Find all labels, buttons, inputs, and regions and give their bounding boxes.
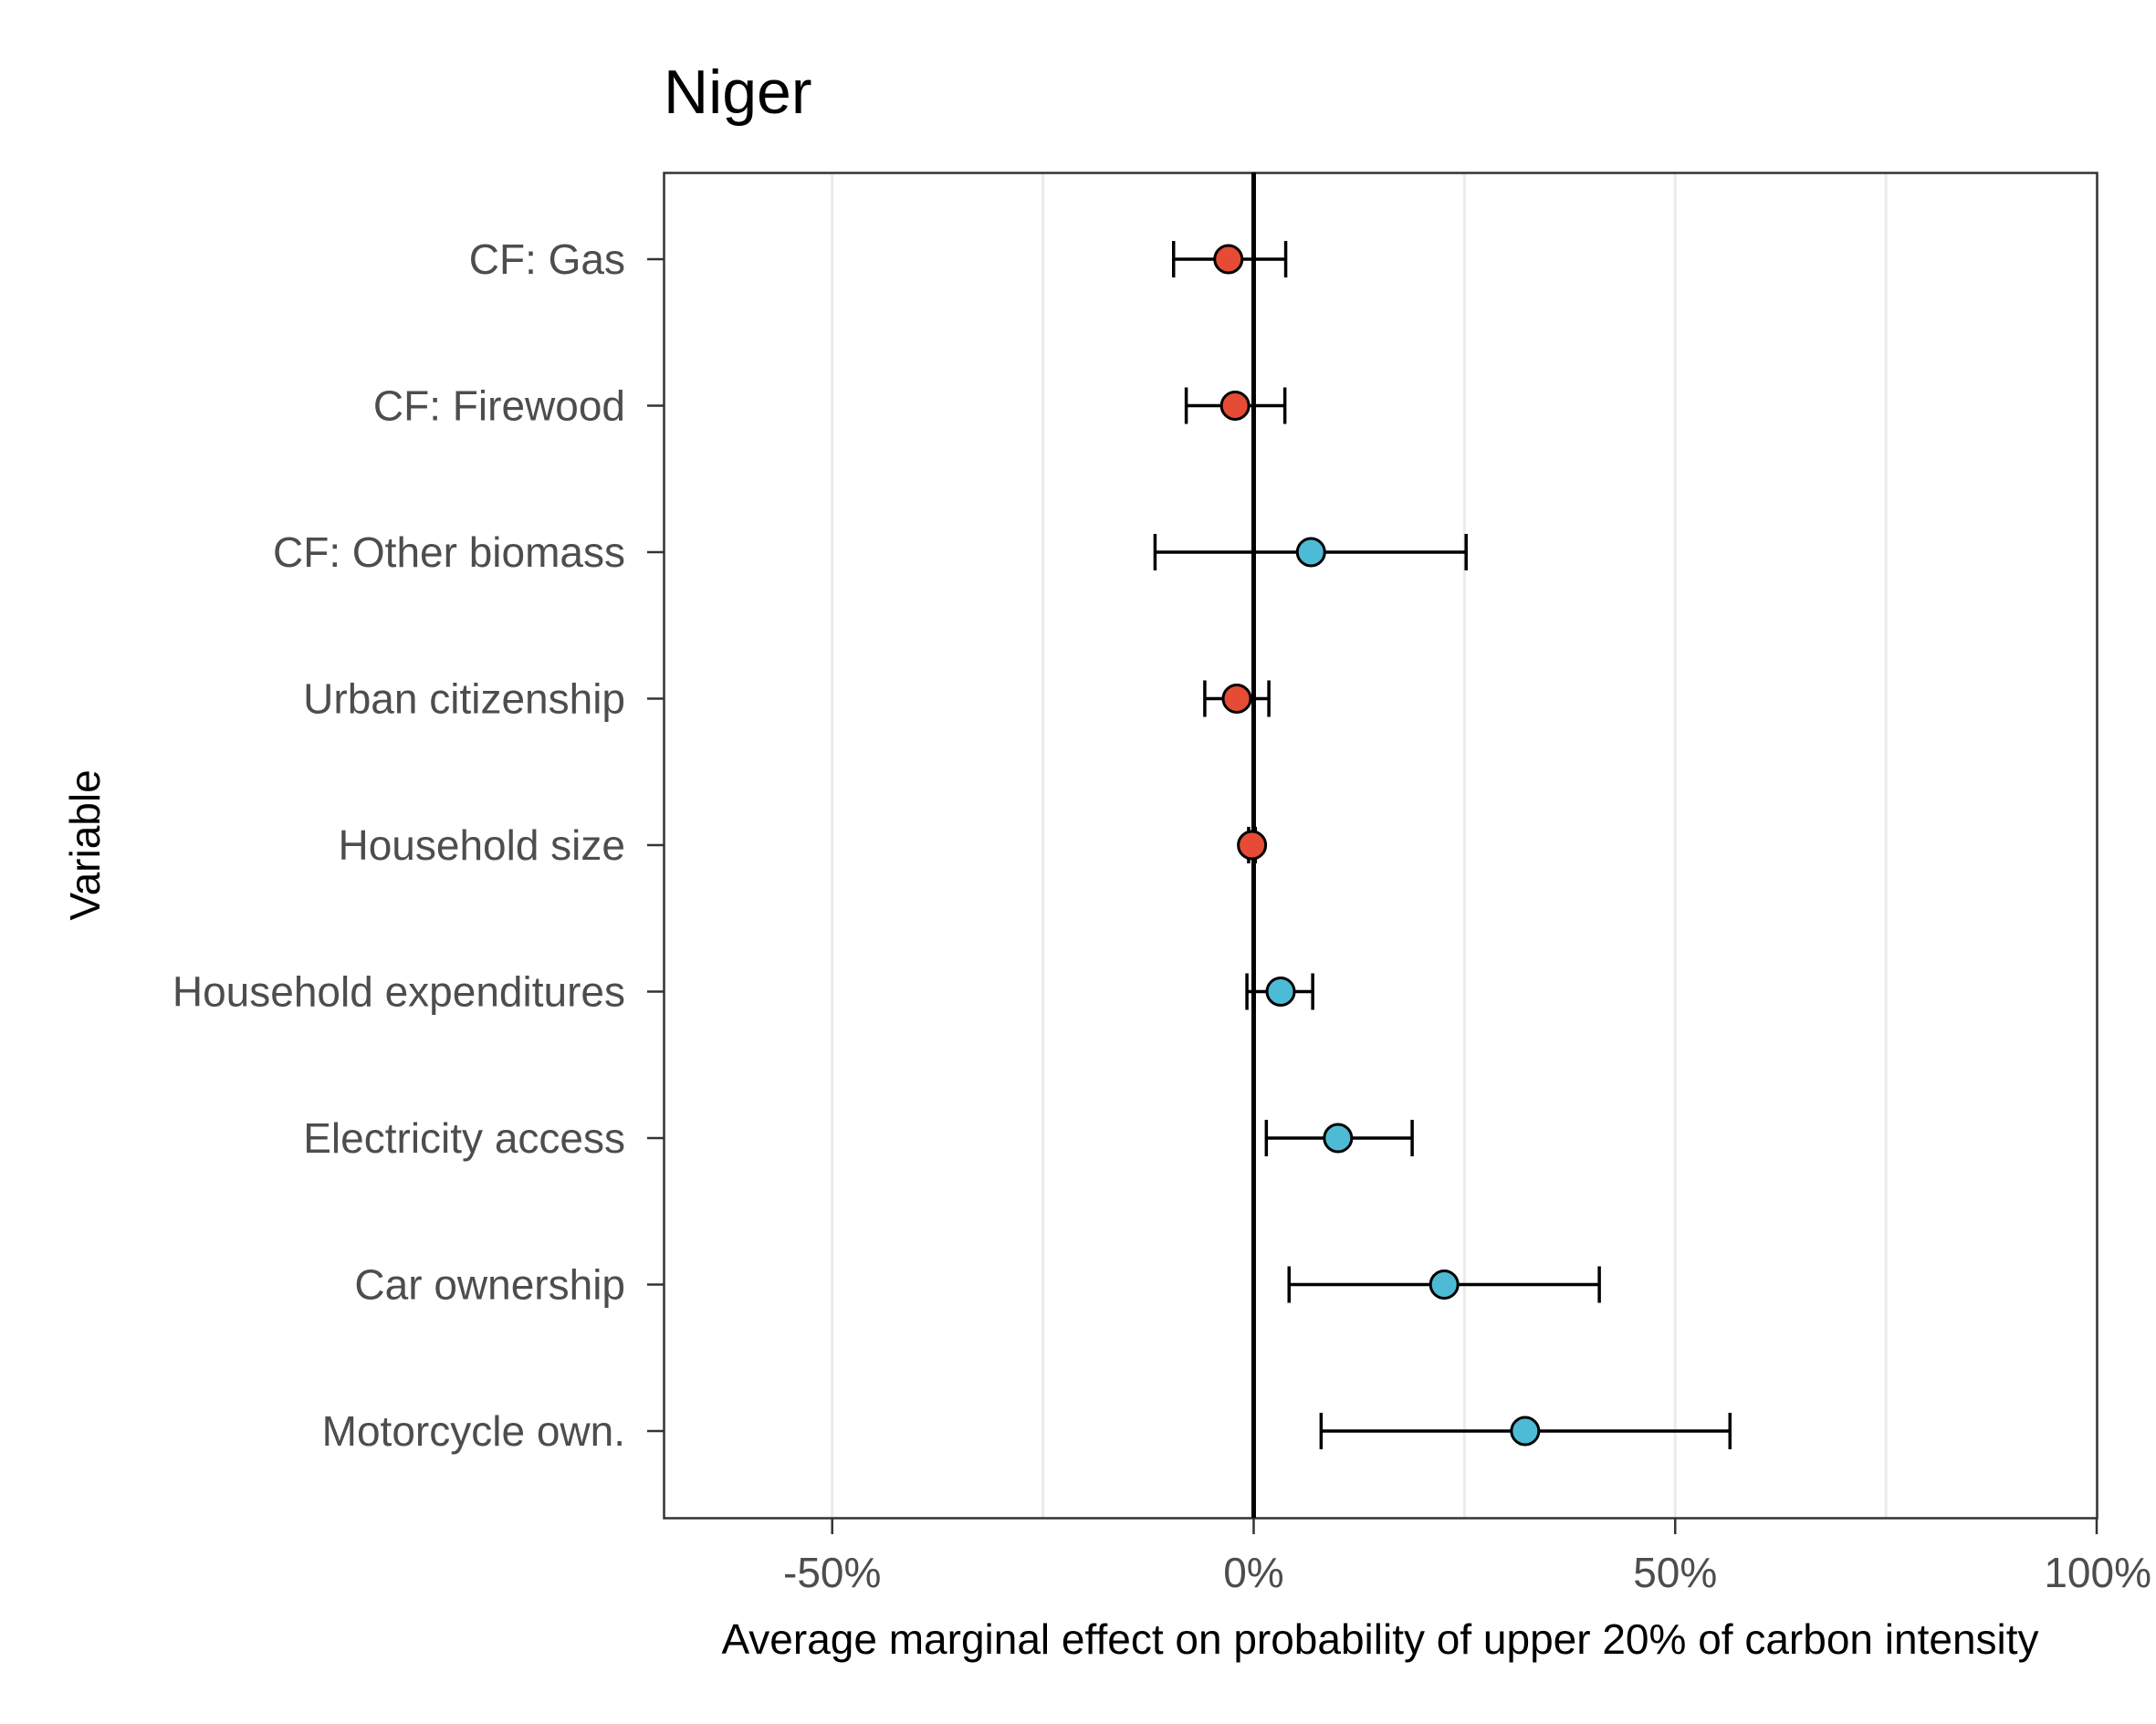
y-tick-label: Electricity access [303, 1114, 625, 1162]
point-estimate [1213, 244, 1244, 275]
point-group [1245, 973, 1314, 1010]
point-group [1203, 680, 1271, 717]
point-group [1171, 241, 1288, 277]
point-group [1153, 534, 1468, 570]
y-axis: CF: Gas CF: Firewood CF: Other biomass Urba… [173, 235, 664, 1455]
y-tick-label: CF: Gas [469, 235, 625, 283]
x-tick-label: 100% [2044, 1549, 2151, 1596]
point-group [1264, 1120, 1414, 1156]
grid-lines [831, 172, 2098, 1518]
y-tick-label: Car ownership [354, 1261, 625, 1309]
x-axis: -50% 0% 50% 100% [783, 1518, 2151, 1596]
point-estimate [1221, 684, 1252, 714]
x-axis-title: Average marginal effect on probability o… [721, 1615, 2038, 1663]
y-tick-label: CF: Firewood [373, 382, 625, 430]
y-tick-label: Motorcycle own. [322, 1407, 625, 1455]
point-group [1287, 1266, 1601, 1303]
y-tick-label: CF: Other biomass [273, 528, 625, 576]
point-group [1319, 1413, 1732, 1449]
point-estimate [1265, 977, 1296, 1007]
data-marks [1153, 241, 1732, 1449]
y-axis-title: Variable [61, 769, 109, 920]
chart-title: Niger [664, 57, 812, 127]
x-tick-label: 50% [1633, 1549, 1717, 1596]
point-estimate [1295, 537, 1326, 568]
y-tick-label: Household size [338, 821, 625, 869]
point-group [1184, 387, 1287, 424]
point-estimate [1219, 391, 1251, 421]
point-estimate [1237, 830, 1268, 861]
y-tick-label: Household expenditures [173, 968, 625, 1016]
x-tick-label: -50% [783, 1549, 881, 1596]
point-estimate [1510, 1416, 1541, 1447]
plot-panel [663, 172, 2098, 1520]
x-tick-label: 0% [1223, 1549, 1283, 1596]
point-estimate [1323, 1123, 1354, 1154]
point-estimate [1429, 1269, 1460, 1300]
point-group [1237, 827, 1268, 863]
y-tick-label: Urban citizenship [303, 675, 625, 723]
